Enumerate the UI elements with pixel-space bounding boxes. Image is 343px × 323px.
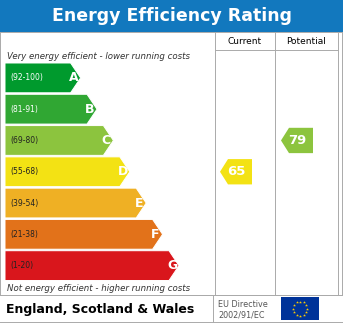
Bar <box>0 0 343 32</box>
Text: Potential: Potential <box>286 36 326 46</box>
Polygon shape <box>281 128 313 153</box>
Bar <box>281 297 319 320</box>
Text: England, Scotland & Wales: England, Scotland & Wales <box>6 303 194 316</box>
Text: (69-80): (69-80) <box>10 136 38 145</box>
Text: F: F <box>151 228 160 241</box>
Text: B: B <box>85 103 95 116</box>
Text: (39-54): (39-54) <box>10 199 38 208</box>
Polygon shape <box>5 94 97 124</box>
Text: Energy Efficiency Rating: Energy Efficiency Rating <box>51 7 292 25</box>
Polygon shape <box>5 63 81 93</box>
Text: (55-68): (55-68) <box>10 167 38 176</box>
Text: Very energy efficient - lower running costs: Very energy efficient - lower running co… <box>7 52 190 61</box>
Polygon shape <box>5 157 130 187</box>
Text: Current: Current <box>228 36 262 46</box>
Text: Not energy efficient - higher running costs: Not energy efficient - higher running co… <box>7 284 190 293</box>
Text: C: C <box>102 134 111 147</box>
Text: (92-100): (92-100) <box>10 73 43 82</box>
Text: (21-38): (21-38) <box>10 230 38 239</box>
Text: G: G <box>167 259 177 272</box>
Text: E: E <box>135 196 143 210</box>
Polygon shape <box>220 159 252 184</box>
Text: 79: 79 <box>288 134 306 147</box>
Polygon shape <box>5 126 114 155</box>
Text: (81-91): (81-91) <box>10 105 38 114</box>
Text: D: D <box>118 165 128 178</box>
Polygon shape <box>5 188 146 218</box>
Text: 2002/91/EC: 2002/91/EC <box>218 310 264 319</box>
Text: (1-20): (1-20) <box>10 261 33 270</box>
Text: 65: 65 <box>227 165 245 178</box>
Polygon shape <box>5 251 179 280</box>
Text: EU Directive: EU Directive <box>218 300 268 309</box>
Text: A: A <box>69 71 79 84</box>
Polygon shape <box>5 219 163 249</box>
